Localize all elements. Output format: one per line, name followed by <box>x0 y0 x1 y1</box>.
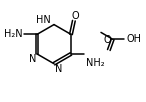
Text: O: O <box>71 11 79 21</box>
Text: N: N <box>29 54 36 64</box>
Text: OH: OH <box>126 34 141 44</box>
Text: N: N <box>55 64 62 74</box>
Text: NH₂: NH₂ <box>86 58 104 68</box>
Text: H₂N: H₂N <box>4 29 22 39</box>
Text: O: O <box>103 35 111 45</box>
Text: HN: HN <box>36 15 51 25</box>
